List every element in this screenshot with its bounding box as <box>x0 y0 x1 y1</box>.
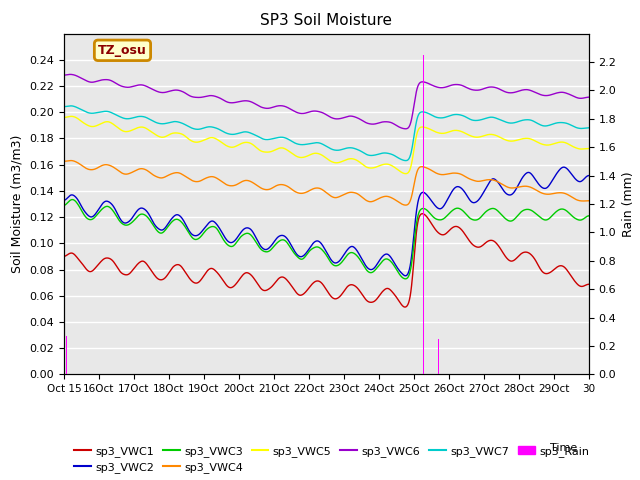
Y-axis label: Soil Moisture (m3/m3): Soil Moisture (m3/m3) <box>11 135 24 273</box>
sp3_VWC5 <box>524 135 531 141</box>
sp3_VWC3 <box>164 223 172 229</box>
sp3_VWC5 <box>164 132 172 138</box>
sp3_VWC1 <box>585 281 593 287</box>
Title: SP3 Soil Moisture: SP3 Soil Moisture <box>260 13 392 28</box>
sp3_VWC7 <box>524 117 531 122</box>
sp3_VWC3 <box>60 203 68 208</box>
sp3_VWC7 <box>402 158 410 164</box>
Y-axis label: Rain (mm): Rain (mm) <box>622 171 635 237</box>
Line: sp3_VWC6: sp3_VWC6 <box>64 74 589 129</box>
sp3_VWC6 <box>60 72 68 78</box>
sp3_VWC6 <box>585 94 593 100</box>
sp3_VWC7 <box>164 120 172 126</box>
Legend: sp3_VWC1, sp3_VWC2, sp3_VWC3, sp3_VWC4, sp3_VWC5, sp3_VWC6, sp3_VWC7, sp3_Rain: sp3_VWC1, sp3_VWC2, sp3_VWC3, sp3_VWC4, … <box>70 441 594 478</box>
sp3_VWC2 <box>236 231 243 237</box>
sp3_VWC1 <box>236 276 243 282</box>
sp3_VWC2 <box>523 170 531 176</box>
sp3_VWC1 <box>408 279 416 285</box>
sp3_VWC1 <box>524 250 531 255</box>
Text: TZ_osu: TZ_osu <box>98 44 147 57</box>
sp3_VWC2 <box>164 221 172 227</box>
sp3_VWC4 <box>236 180 244 186</box>
sp3_VWC1 <box>477 244 484 250</box>
sp3_VWC3 <box>401 276 409 282</box>
sp3_VWC3 <box>68 197 76 203</box>
sp3_VWC2 <box>408 251 416 256</box>
Bar <box>438 339 439 374</box>
Bar <box>66 336 67 374</box>
sp3_VWC1 <box>164 271 172 277</box>
sp3_VWC2 <box>177 214 184 219</box>
sp3_VWC7 <box>67 103 75 109</box>
sp3_VWC3 <box>477 214 484 220</box>
sp3_VWC1 <box>177 263 184 269</box>
sp3_VWC6 <box>524 87 531 93</box>
sp3_VWC7 <box>177 120 185 126</box>
sp3_VWC5 <box>585 146 593 152</box>
sp3_VWC7 <box>477 117 484 123</box>
Line: sp3_VWC1: sp3_VWC1 <box>64 214 589 307</box>
sp3_VWC7 <box>585 125 593 131</box>
Line: sp3_VWC7: sp3_VWC7 <box>64 106 589 161</box>
sp3_VWC4 <box>408 191 416 196</box>
sp3_VWC4 <box>524 183 531 189</box>
sp3_VWC6 <box>164 89 172 95</box>
sp3_VWC1 <box>401 304 409 310</box>
sp3_VWC7 <box>60 104 68 109</box>
sp3_VWC1 <box>419 211 426 216</box>
Line: sp3_VWC3: sp3_VWC3 <box>64 200 589 279</box>
Line: sp3_VWC5: sp3_VWC5 <box>64 116 589 174</box>
sp3_VWC5 <box>477 134 484 140</box>
sp3_VWC2 <box>560 164 568 170</box>
sp3_VWC4 <box>402 202 410 208</box>
sp3_VWC5 <box>236 142 244 147</box>
sp3_VWC4 <box>177 171 185 177</box>
sp3_VWC4 <box>585 198 593 204</box>
sp3_VWC2 <box>60 197 68 203</box>
sp3_VWC6 <box>67 72 74 77</box>
Line: sp3_VWC4: sp3_VWC4 <box>64 160 589 205</box>
sp3_VWC7 <box>236 130 244 136</box>
sp3_VWC4 <box>60 158 68 164</box>
sp3_VWC3 <box>236 235 244 241</box>
sp3_VWC1 <box>60 253 68 259</box>
sp3_VWC5 <box>402 171 410 177</box>
Line: sp3_VWC2: sp3_VWC2 <box>64 167 589 276</box>
sp3_VWC6 <box>402 126 410 132</box>
sp3_VWC6 <box>477 87 484 93</box>
sp3_VWC6 <box>236 98 244 104</box>
Text: Time: Time <box>550 443 577 453</box>
sp3_VWC3 <box>585 213 593 219</box>
sp3_VWC3 <box>177 219 185 225</box>
sp3_VWC5 <box>408 157 416 163</box>
sp3_VWC2 <box>401 273 409 279</box>
sp3_VWC3 <box>524 206 531 212</box>
sp3_VWC5 <box>177 131 185 137</box>
sp3_VWC3 <box>408 256 416 262</box>
sp3_VWC5 <box>67 113 75 119</box>
sp3_VWC4 <box>67 157 74 163</box>
sp3_VWC2 <box>585 173 593 179</box>
sp3_VWC4 <box>477 178 484 184</box>
sp3_VWC2 <box>477 194 484 200</box>
sp3_VWC6 <box>408 113 416 119</box>
sp3_VWC5 <box>60 115 68 120</box>
Bar <box>423 55 424 374</box>
sp3_VWC4 <box>164 172 172 178</box>
sp3_VWC6 <box>177 88 185 94</box>
sp3_VWC7 <box>408 144 416 150</box>
